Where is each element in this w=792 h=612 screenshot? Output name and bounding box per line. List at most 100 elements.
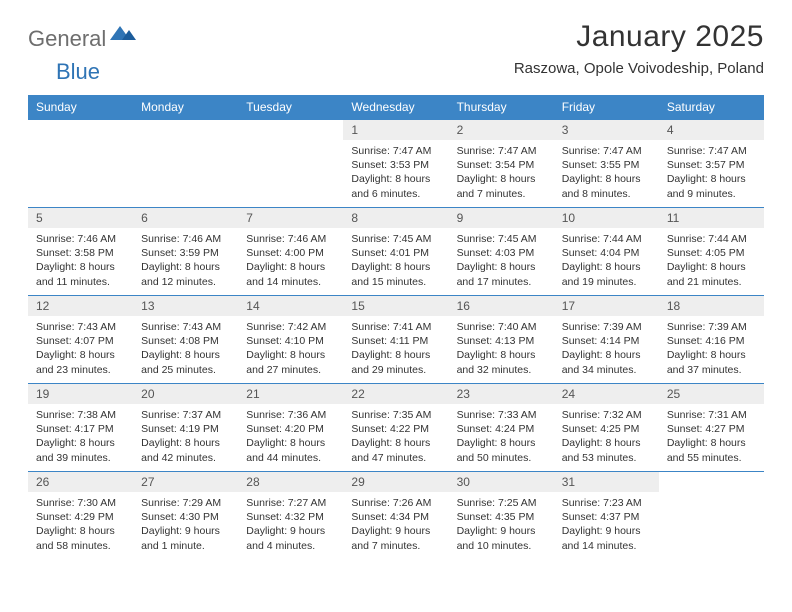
daylight-text-2: and 19 minutes. bbox=[562, 275, 651, 289]
sunrise-text: Sunrise: 7:44 AM bbox=[667, 232, 756, 246]
calendar-day-cell: 11Sunrise: 7:44 AMSunset: 4:05 PMDayligh… bbox=[659, 208, 764, 296]
sunrise-text: Sunrise: 7:35 AM bbox=[351, 408, 440, 422]
sunset-text: Sunset: 4:30 PM bbox=[141, 510, 230, 524]
day-number: 20 bbox=[133, 384, 238, 404]
daylight-text-1: Daylight: 8 hours bbox=[457, 260, 546, 274]
sunset-text: Sunset: 4:17 PM bbox=[36, 422, 125, 436]
daylight-text-1: Daylight: 8 hours bbox=[351, 172, 440, 186]
sunset-text: Sunset: 4:01 PM bbox=[351, 246, 440, 260]
day-number: 19 bbox=[28, 384, 133, 404]
day-content: Sunrise: 7:33 AMSunset: 4:24 PMDaylight:… bbox=[449, 404, 554, 471]
sunrise-text: Sunrise: 7:40 AM bbox=[457, 320, 546, 334]
day-number: 2 bbox=[449, 120, 554, 140]
month-title: January 2025 bbox=[514, 20, 764, 54]
daylight-text-2: and 23 minutes. bbox=[36, 363, 125, 377]
sunrise-text: Sunrise: 7:39 AM bbox=[562, 320, 651, 334]
sunset-text: Sunset: 4:19 PM bbox=[141, 422, 230, 436]
calendar-day-cell: 7Sunrise: 7:46 AMSunset: 4:00 PMDaylight… bbox=[238, 208, 343, 296]
day-content: Sunrise: 7:44 AMSunset: 4:05 PMDaylight:… bbox=[659, 228, 764, 295]
calendar-week-row: 1Sunrise: 7:47 AMSunset: 3:53 PMDaylight… bbox=[28, 120, 764, 208]
sunset-text: Sunset: 4:14 PM bbox=[562, 334, 651, 348]
calendar-day-cell: 3Sunrise: 7:47 AMSunset: 3:55 PMDaylight… bbox=[554, 120, 659, 208]
calendar-day-cell: 6Sunrise: 7:46 AMSunset: 3:59 PMDaylight… bbox=[133, 208, 238, 296]
day-content: Sunrise: 7:47 AMSunset: 3:57 PMDaylight:… bbox=[659, 140, 764, 207]
day-number: 5 bbox=[28, 208, 133, 228]
daylight-text-1: Daylight: 8 hours bbox=[351, 260, 440, 274]
location: Raszowa, Opole Voivodeship, Poland bbox=[514, 60, 764, 77]
daylight-text-2: and 53 minutes. bbox=[562, 451, 651, 465]
daylight-text-1: Daylight: 9 hours bbox=[246, 524, 335, 538]
calendar-day-cell bbox=[238, 120, 343, 208]
calendar-day-cell: 12Sunrise: 7:43 AMSunset: 4:07 PMDayligh… bbox=[28, 296, 133, 384]
calendar-page: General January 2025 Raszowa, Opole Voiv… bbox=[0, 0, 792, 580]
day-number: 29 bbox=[343, 472, 448, 492]
daylight-text-2: and 4 minutes. bbox=[246, 539, 335, 553]
sunset-text: Sunset: 3:54 PM bbox=[457, 158, 546, 172]
day-number: 18 bbox=[659, 296, 764, 316]
day-content: Sunrise: 7:36 AMSunset: 4:20 PMDaylight:… bbox=[238, 404, 343, 471]
day-content: Sunrise: 7:44 AMSunset: 4:04 PMDaylight:… bbox=[554, 228, 659, 295]
daylight-text-2: and 50 minutes. bbox=[457, 451, 546, 465]
sunrise-text: Sunrise: 7:25 AM bbox=[457, 496, 546, 510]
day-content: Sunrise: 7:26 AMSunset: 4:34 PMDaylight:… bbox=[343, 492, 448, 559]
daylight-text-2: and 6 minutes. bbox=[351, 187, 440, 201]
daylight-text-2: and 11 minutes. bbox=[36, 275, 125, 289]
day-content: Sunrise: 7:25 AMSunset: 4:35 PMDaylight:… bbox=[449, 492, 554, 559]
day-content: Sunrise: 7:39 AMSunset: 4:16 PMDaylight:… bbox=[659, 316, 764, 383]
day-content: Sunrise: 7:47 AMSunset: 3:54 PMDaylight:… bbox=[449, 140, 554, 207]
daylight-text-2: and 39 minutes. bbox=[36, 451, 125, 465]
daylight-text-1: Daylight: 9 hours bbox=[562, 524, 651, 538]
sunrise-text: Sunrise: 7:47 AM bbox=[351, 144, 440, 158]
weekday-header: Thursday bbox=[449, 95, 554, 120]
sunset-text: Sunset: 4:03 PM bbox=[457, 246, 546, 260]
sunset-text: Sunset: 3:53 PM bbox=[351, 158, 440, 172]
daylight-text-1: Daylight: 8 hours bbox=[351, 436, 440, 450]
calendar-day-cell bbox=[133, 120, 238, 208]
daylight-text-2: and 29 minutes. bbox=[351, 363, 440, 377]
day-content: Sunrise: 7:43 AMSunset: 4:07 PMDaylight:… bbox=[28, 316, 133, 383]
daylight-text-2: and 1 minute. bbox=[141, 539, 230, 553]
calendar-day-cell: 31Sunrise: 7:23 AMSunset: 4:37 PMDayligh… bbox=[554, 472, 659, 560]
day-number: 8 bbox=[343, 208, 448, 228]
sunrise-text: Sunrise: 7:45 AM bbox=[351, 232, 440, 246]
day-number: 25 bbox=[659, 384, 764, 404]
day-content: Sunrise: 7:32 AMSunset: 4:25 PMDaylight:… bbox=[554, 404, 659, 471]
day-number: 11 bbox=[659, 208, 764, 228]
day-content: Sunrise: 7:42 AMSunset: 4:10 PMDaylight:… bbox=[238, 316, 343, 383]
sunset-text: Sunset: 4:29 PM bbox=[36, 510, 125, 524]
daylight-text-1: Daylight: 8 hours bbox=[562, 260, 651, 274]
sunset-text: Sunset: 4:35 PM bbox=[457, 510, 546, 524]
day-content: Sunrise: 7:46 AMSunset: 3:59 PMDaylight:… bbox=[133, 228, 238, 295]
daylight-text-2: and 9 minutes. bbox=[667, 187, 756, 201]
daylight-text-1: Daylight: 8 hours bbox=[667, 436, 756, 450]
day-content: Sunrise: 7:41 AMSunset: 4:11 PMDaylight:… bbox=[343, 316, 448, 383]
sunset-text: Sunset: 4:10 PM bbox=[246, 334, 335, 348]
sunrise-text: Sunrise: 7:32 AM bbox=[562, 408, 651, 422]
daylight-text-2: and 8 minutes. bbox=[562, 187, 651, 201]
sunset-text: Sunset: 3:59 PM bbox=[141, 246, 230, 260]
sunset-text: Sunset: 4:07 PM bbox=[36, 334, 125, 348]
logo-text-general: General bbox=[28, 26, 106, 52]
calendar-day-cell: 14Sunrise: 7:42 AMSunset: 4:10 PMDayligh… bbox=[238, 296, 343, 384]
calendar-table: SundayMondayTuesdayWednesdayThursdayFrid… bbox=[28, 95, 764, 560]
day-number: 7 bbox=[238, 208, 343, 228]
day-number-empty bbox=[133, 120, 238, 140]
sunrise-text: Sunrise: 7:27 AM bbox=[246, 496, 335, 510]
day-number: 17 bbox=[554, 296, 659, 316]
weekday-header: Friday bbox=[554, 95, 659, 120]
calendar-week-row: 26Sunrise: 7:30 AMSunset: 4:29 PMDayligh… bbox=[28, 472, 764, 560]
day-content: Sunrise: 7:23 AMSunset: 4:37 PMDaylight:… bbox=[554, 492, 659, 559]
day-content: Sunrise: 7:38 AMSunset: 4:17 PMDaylight:… bbox=[28, 404, 133, 471]
daylight-text-2: and 55 minutes. bbox=[667, 451, 756, 465]
sunset-text: Sunset: 4:25 PM bbox=[562, 422, 651, 436]
logo: General bbox=[28, 26, 136, 52]
daylight-text-1: Daylight: 8 hours bbox=[246, 260, 335, 274]
calendar-day-cell: 10Sunrise: 7:44 AMSunset: 4:04 PMDayligh… bbox=[554, 208, 659, 296]
sunrise-text: Sunrise: 7:38 AM bbox=[36, 408, 125, 422]
sunrise-text: Sunrise: 7:41 AM bbox=[351, 320, 440, 334]
day-content: Sunrise: 7:45 AMSunset: 4:01 PMDaylight:… bbox=[343, 228, 448, 295]
sunrise-text: Sunrise: 7:39 AM bbox=[667, 320, 756, 334]
daylight-text-1: Daylight: 8 hours bbox=[562, 348, 651, 362]
day-number: 15 bbox=[343, 296, 448, 316]
sunrise-text: Sunrise: 7:42 AM bbox=[246, 320, 335, 334]
